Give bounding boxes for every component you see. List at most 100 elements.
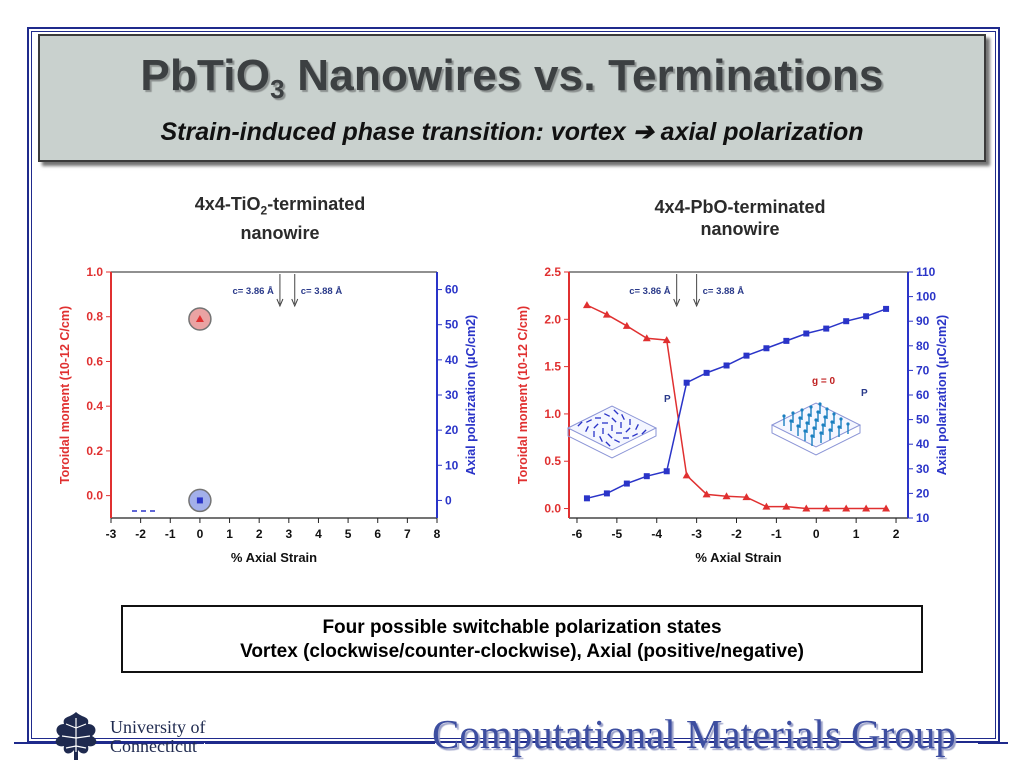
pbo-x-axis-label: % Axial Strain [695, 550, 781, 565]
pbo-yl-tick-label: 1.0 [544, 407, 561, 421]
caption-line-1: Four possible switchable polarization st… [322, 617, 722, 638]
pbo-x-tick-label: 1 [853, 527, 860, 541]
pbo-axial-inset-dipole-head [807, 413, 811, 417]
tio2-x-tick-label: 3 [285, 527, 292, 541]
pbo-vortex-inset-vortex-dipole-icon [635, 424, 639, 430]
pbo-point-blue [663, 468, 670, 475]
pbo-yl-tick-label: 1.5 [544, 360, 561, 374]
pbo-axial-inset-dipole-head [810, 434, 814, 438]
pbo-point-red [702, 490, 711, 498]
pbo-yr-tick-label: 30 [916, 462, 930, 476]
pbo-vortex-inset-vortex-dipole-icon [586, 419, 592, 423]
pbo-x-tick-label: -3 [691, 527, 702, 541]
pbo-vortex-inset-side [567, 428, 657, 459]
pbo-axial-inset-dipole-head [825, 407, 829, 411]
pbo-point-red [642, 334, 651, 342]
tio2-yl-tick-label: 0.2 [86, 444, 103, 458]
pbo-axial-inset-dipole-head [814, 418, 818, 422]
tio2-yr-tick-label: 30 [445, 388, 459, 402]
tio2-y-left-label: Toroidal moment (10-12 C/cm) [58, 306, 72, 484]
pbo-yr-tick-label: 110 [916, 265, 936, 279]
slide-frame-inner [31, 31, 996, 739]
pbo-point-red [682, 471, 691, 479]
pbo-yl-tick-label: 0.5 [544, 454, 561, 468]
pbo-vortex-inset-vortex-dipole-icon [605, 441, 611, 447]
tio2-x-tick-label: 2 [256, 527, 263, 541]
tio2-yr-tick-label: 60 [445, 283, 459, 297]
pbo-vortex-inset-vortex-dipole-icon [641, 429, 647, 435]
pbo-axial-inset-dipole-head [796, 424, 800, 428]
pbo-axial-inset-dipole-head [809, 405, 813, 409]
pbo-x-tick-label: 0 [813, 527, 820, 541]
pbo-point-blue [863, 313, 870, 320]
pbo-vortex-inset-vortex-dipole-icon [593, 423, 599, 429]
pbo-point-blue [883, 305, 890, 312]
pbo-axial-inset-dipole-head [812, 426, 816, 430]
pbo-axial-inset-dipole-head [805, 421, 809, 425]
tio2-yl-tick-label: 0.6 [86, 354, 103, 368]
pbo-x-tick-label: -4 [651, 527, 662, 541]
pbo-axial-inset-dipole-head [821, 423, 825, 427]
pbo-annotation: c= 3.86 Å [629, 286, 671, 297]
footer-line-mid [205, 742, 435, 744]
tio2-yl-tick-label: 1.0 [86, 265, 103, 279]
pbo-point-blue [823, 325, 830, 332]
pbo-point-red [802, 504, 811, 512]
pbo-yr-tick-label: 70 [916, 363, 930, 377]
pbo-point-red [762, 502, 771, 510]
pbo-yl-tick-label: 2.0 [544, 312, 561, 326]
pbo-point-red [582, 301, 591, 309]
tio2-yr-tick-label: 40 [445, 353, 459, 367]
pbo-yr-tick-label: 80 [916, 339, 930, 353]
pbo-point-red [602, 310, 611, 318]
pbo-series-line-blue [586, 308, 887, 500]
pbo-vortex-inset-vortex-dipole-icon [604, 413, 610, 417]
pbo-arrow-head-icon [673, 298, 681, 308]
tio2-x-tick-label: 8 [434, 527, 441, 541]
pbo-axial-inset-dipole-head [800, 408, 804, 412]
pbo-point-blue [683, 379, 690, 386]
pbo-point-blue [843, 318, 850, 325]
right-panel-title: 4x4-PbO-terminated nanowire [654, 197, 826, 239]
pbo-inset-p-label: P [664, 394, 671, 405]
caption-box: Four possible switchable polarization st… [121, 605, 923, 673]
university-name: University of Connecticut [110, 717, 206, 756]
tio2-yr-tick-label: 50 [445, 318, 459, 332]
pbo-series-line-red [586, 304, 887, 510]
pbo-point-blue [643, 473, 650, 480]
pbo-axial-inset-dipole-head [828, 428, 832, 432]
tio2-arrow-head-icon [291, 298, 299, 308]
tio2-x-tick-label: 0 [197, 527, 204, 541]
pbo-yr-tick-label: 50 [916, 413, 930, 427]
pbo-point-blue [763, 345, 770, 352]
pbo-yr-tick-label: 40 [916, 437, 930, 451]
pbo-arrow-head-icon [693, 298, 701, 308]
pbo-axial-inset-side [771, 425, 861, 456]
footer-line-left [14, 742, 204, 744]
pbo-point-blue [583, 495, 590, 502]
pbo-point-red [882, 504, 891, 512]
pbo-yr-tick-label: 10 [916, 511, 930, 525]
tio2-yr-tick-label: 0 [445, 493, 452, 507]
pbo-point-blue [803, 330, 810, 337]
tio2-yr-tick-label: 20 [445, 423, 459, 437]
slide-frame-outer [27, 27, 1000, 743]
tio2-x-tick-label: 5 [345, 527, 352, 541]
pbo-point-blue [783, 337, 790, 344]
pbo-axial-inset-dipole-head [816, 410, 820, 414]
pbo-point-red [782, 502, 791, 510]
pbo-vortex-inset-vortex-dipole-icon [614, 439, 620, 443]
tio2-yr-tick-label: 10 [445, 458, 459, 472]
title-banner: PbTiO3 Nanowires vs. Terminations Strain… [38, 34, 986, 162]
pbo-axial-inset-dipole-head [830, 420, 834, 424]
left-panel-title: 4x4-TiO2-terminated nanowire [194, 194, 366, 243]
pbo-point-red [722, 492, 731, 500]
tio2-point-red [195, 314, 204, 322]
tio2-x-tick-label: 4 [315, 527, 322, 541]
tio2-x-tick-label: 1 [226, 527, 233, 541]
pbo-axial-inset-dipole-head [782, 414, 786, 418]
pbo-y-left-label: Toroidal moment (10-12 C/cm) [516, 306, 530, 484]
pbo-annotation: c= 3.88 Å [703, 286, 745, 297]
tio2-x-tick-label: 6 [374, 527, 381, 541]
